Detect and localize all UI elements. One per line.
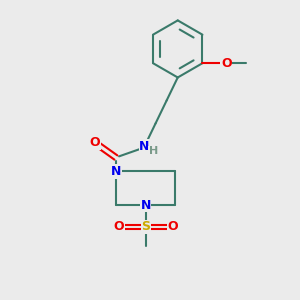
Text: N: N (111, 165, 121, 178)
Text: O: O (167, 220, 178, 233)
Text: N: N (140, 199, 151, 212)
Text: S: S (141, 220, 150, 233)
Text: N: N (139, 140, 150, 153)
Text: O: O (221, 57, 232, 70)
Text: O: O (90, 136, 100, 149)
Text: O: O (113, 220, 124, 233)
Text: H: H (148, 146, 158, 156)
